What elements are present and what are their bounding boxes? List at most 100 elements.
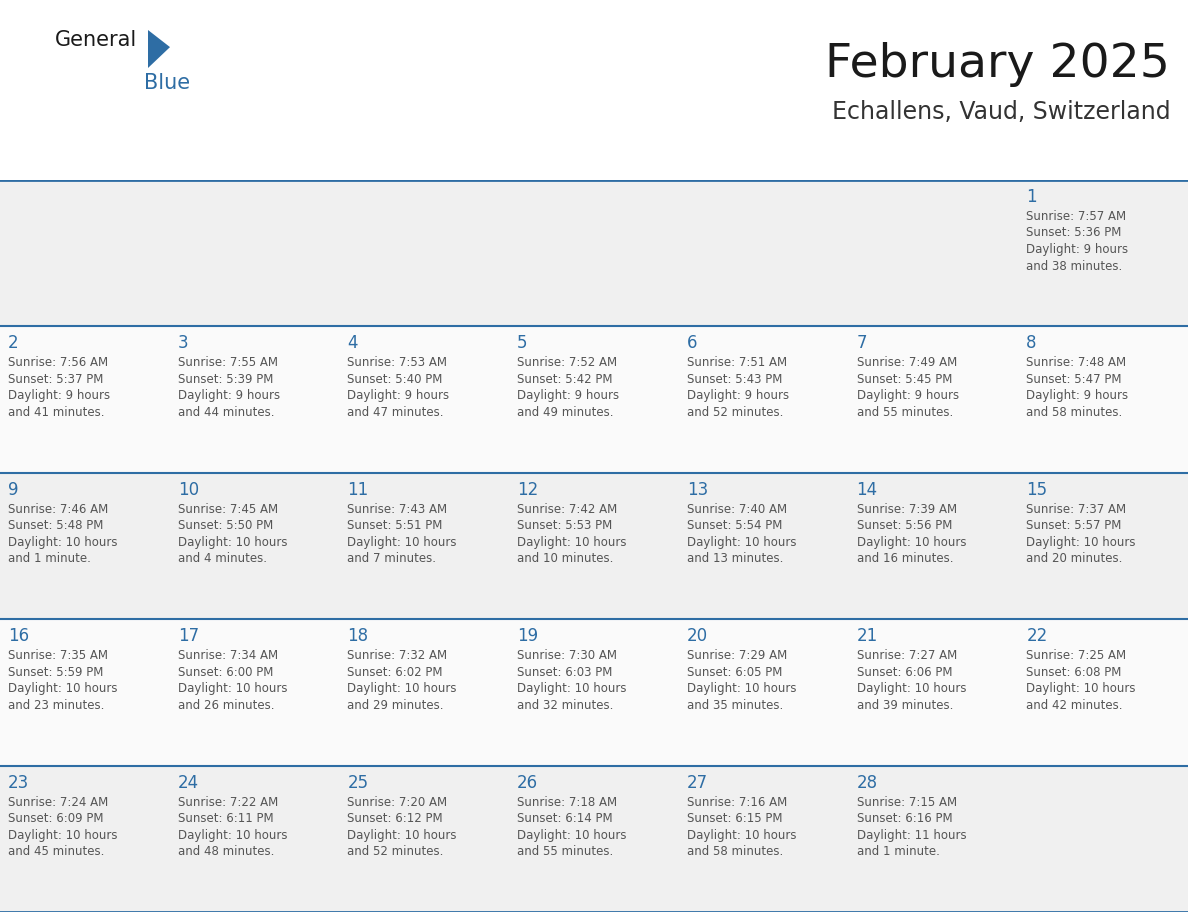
Text: Sunset: 5:54 PM: Sunset: 5:54 PM <box>687 520 782 532</box>
Text: 10: 10 <box>178 481 198 498</box>
Text: and 4 minutes.: and 4 minutes. <box>178 553 267 565</box>
Text: and 58 minutes.: and 58 minutes. <box>1026 406 1123 419</box>
Text: Daylight: 10 hours: Daylight: 10 hours <box>347 536 457 549</box>
Text: Daylight: 10 hours: Daylight: 10 hours <box>517 829 626 842</box>
Text: and 16 minutes.: and 16 minutes. <box>857 553 953 565</box>
Text: 7: 7 <box>857 334 867 353</box>
Text: Sunrise: 7:22 AM: Sunrise: 7:22 AM <box>178 796 278 809</box>
Text: Sunrise: 7:48 AM: Sunrise: 7:48 AM <box>1026 356 1126 369</box>
Text: Daylight: 10 hours: Daylight: 10 hours <box>178 536 287 549</box>
Text: and 7 minutes.: and 7 minutes. <box>347 553 436 565</box>
Text: 25: 25 <box>347 774 368 791</box>
Text: and 1 minute.: and 1 minute. <box>857 845 940 858</box>
Text: Sunrise: 7:27 AM: Sunrise: 7:27 AM <box>857 649 956 662</box>
Text: Daylight: 10 hours: Daylight: 10 hours <box>8 682 118 695</box>
Text: Sunrise: 7:43 AM: Sunrise: 7:43 AM <box>347 503 448 516</box>
Text: 20: 20 <box>687 627 708 645</box>
Text: Sunset: 6:14 PM: Sunset: 6:14 PM <box>517 812 613 825</box>
Text: 5: 5 <box>517 334 527 353</box>
Text: Daylight: 9 hours: Daylight: 9 hours <box>517 389 619 402</box>
Text: and 13 minutes.: and 13 minutes. <box>687 553 783 565</box>
Text: 26: 26 <box>517 774 538 791</box>
Text: Daylight: 10 hours: Daylight: 10 hours <box>1026 536 1136 549</box>
Text: 27: 27 <box>687 774 708 791</box>
Text: 6: 6 <box>687 334 697 353</box>
Text: Wednesday: Wednesday <box>518 156 606 172</box>
Text: Sunset: 6:02 PM: Sunset: 6:02 PM <box>347 666 443 678</box>
Text: Sunrise: 7:18 AM: Sunrise: 7:18 AM <box>517 796 618 809</box>
Text: 23: 23 <box>8 774 30 791</box>
Text: Sunset: 5:53 PM: Sunset: 5:53 PM <box>517 520 612 532</box>
Text: Saturday: Saturday <box>1026 156 1095 172</box>
Text: Sunrise: 7:20 AM: Sunrise: 7:20 AM <box>347 796 448 809</box>
Text: 15: 15 <box>1026 481 1048 498</box>
Text: Sunrise: 7:37 AM: Sunrise: 7:37 AM <box>1026 503 1126 516</box>
Text: Sunrise: 7:52 AM: Sunrise: 7:52 AM <box>517 356 618 369</box>
Text: Sunset: 6:05 PM: Sunset: 6:05 PM <box>687 666 782 678</box>
Text: Sunset: 6:12 PM: Sunset: 6:12 PM <box>347 812 443 825</box>
Text: Sunrise: 7:45 AM: Sunrise: 7:45 AM <box>178 503 278 516</box>
Text: Sunset: 5:57 PM: Sunset: 5:57 PM <box>1026 520 1121 532</box>
Text: Sunrise: 7:35 AM: Sunrise: 7:35 AM <box>8 649 108 662</box>
Text: Sunset: 6:09 PM: Sunset: 6:09 PM <box>8 812 103 825</box>
Text: Tuesday: Tuesday <box>348 156 410 172</box>
Text: and 41 minutes.: and 41 minutes. <box>8 406 105 419</box>
Text: 14: 14 <box>857 481 878 498</box>
Text: and 58 minutes.: and 58 minutes. <box>687 845 783 858</box>
Text: 18: 18 <box>347 627 368 645</box>
Text: February 2025: February 2025 <box>826 42 1170 87</box>
Text: Sunrise: 7:29 AM: Sunrise: 7:29 AM <box>687 649 788 662</box>
Text: Thursday: Thursday <box>687 156 758 172</box>
Text: and 35 minutes.: and 35 minutes. <box>687 699 783 711</box>
Text: Sunset: 5:48 PM: Sunset: 5:48 PM <box>8 520 103 532</box>
Text: 4: 4 <box>347 334 358 353</box>
Text: and 29 minutes.: and 29 minutes. <box>347 699 444 711</box>
Text: Sunrise: 7:51 AM: Sunrise: 7:51 AM <box>687 356 786 369</box>
Text: 2: 2 <box>8 334 19 353</box>
Text: 28: 28 <box>857 774 878 791</box>
Text: Sunset: 5:37 PM: Sunset: 5:37 PM <box>8 373 103 386</box>
Text: and 52 minutes.: and 52 minutes. <box>347 845 444 858</box>
Text: Daylight: 10 hours: Daylight: 10 hours <box>347 829 457 842</box>
Text: Sunday: Sunday <box>8 156 65 172</box>
Text: Sunset: 5:59 PM: Sunset: 5:59 PM <box>8 666 103 678</box>
Text: Sunset: 6:00 PM: Sunset: 6:00 PM <box>178 666 273 678</box>
Text: and 39 minutes.: and 39 minutes. <box>857 699 953 711</box>
Bar <box>0 473 1188 620</box>
Bar <box>0 766 1188 912</box>
Text: and 38 minutes.: and 38 minutes. <box>1026 260 1123 273</box>
Text: and 47 minutes.: and 47 minutes. <box>347 406 444 419</box>
Text: Sunrise: 7:30 AM: Sunrise: 7:30 AM <box>517 649 617 662</box>
Text: Sunset: 5:40 PM: Sunset: 5:40 PM <box>347 373 443 386</box>
Text: General: General <box>55 30 138 50</box>
Text: Daylight: 10 hours: Daylight: 10 hours <box>857 682 966 695</box>
Text: Daylight: 9 hours: Daylight: 9 hours <box>8 389 110 402</box>
Text: Daylight: 10 hours: Daylight: 10 hours <box>857 536 966 549</box>
Text: Sunrise: 7:57 AM: Sunrise: 7:57 AM <box>1026 210 1126 223</box>
Text: Sunset: 5:42 PM: Sunset: 5:42 PM <box>517 373 613 386</box>
Text: Daylight: 9 hours: Daylight: 9 hours <box>857 389 959 402</box>
Text: Sunrise: 7:49 AM: Sunrise: 7:49 AM <box>857 356 956 369</box>
Text: Sunrise: 7:55 AM: Sunrise: 7:55 AM <box>178 356 278 369</box>
Text: and 10 minutes.: and 10 minutes. <box>517 553 613 565</box>
Text: Daylight: 10 hours: Daylight: 10 hours <box>517 682 626 695</box>
Text: 8: 8 <box>1026 334 1037 353</box>
Text: 21: 21 <box>857 627 878 645</box>
Text: Sunset: 6:11 PM: Sunset: 6:11 PM <box>178 812 273 825</box>
Text: and 55 minutes.: and 55 minutes. <box>517 845 613 858</box>
Text: and 48 minutes.: and 48 minutes. <box>178 845 274 858</box>
Text: Sunset: 6:06 PM: Sunset: 6:06 PM <box>857 666 952 678</box>
Text: Sunset: 5:47 PM: Sunset: 5:47 PM <box>1026 373 1121 386</box>
Text: Daylight: 9 hours: Daylight: 9 hours <box>1026 389 1129 402</box>
Text: Daylight: 10 hours: Daylight: 10 hours <box>517 536 626 549</box>
Text: 22: 22 <box>1026 627 1048 645</box>
Text: Daylight: 9 hours: Daylight: 9 hours <box>1026 243 1129 256</box>
Text: Sunrise: 7:15 AM: Sunrise: 7:15 AM <box>857 796 956 809</box>
Text: 12: 12 <box>517 481 538 498</box>
Text: Sunrise: 7:40 AM: Sunrise: 7:40 AM <box>687 503 786 516</box>
Text: Daylight: 10 hours: Daylight: 10 hours <box>8 829 118 842</box>
Text: Sunrise: 7:46 AM: Sunrise: 7:46 AM <box>8 503 108 516</box>
Text: Daylight: 9 hours: Daylight: 9 hours <box>178 389 280 402</box>
Text: and 20 minutes.: and 20 minutes. <box>1026 553 1123 565</box>
Text: 19: 19 <box>517 627 538 645</box>
